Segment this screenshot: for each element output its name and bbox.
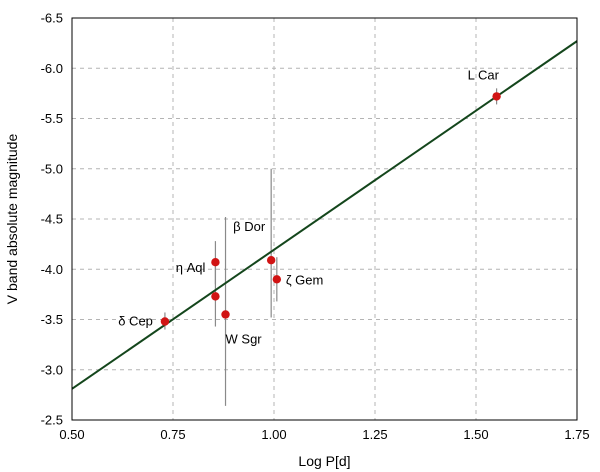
point-label: η Aql [176,260,206,275]
fit-line [71,40,578,390]
data-points [160,92,501,326]
error-bars [164,88,498,406]
data-point [160,317,170,326]
data-point [211,258,220,267]
y-tick-label: -2.5 [41,413,63,428]
x-axis-title: Log P[d] [298,453,350,469]
y-tick-label: -4.5 [41,212,63,227]
y-tick-label: -6.0 [41,61,63,76]
y-tick-label: -5.5 [41,111,63,126]
data-point [221,310,230,319]
x-tick-labels: 0.50 0.75 1.00 1.25 1.50 1.75 [59,427,589,442]
x-tick-label: 1.00 [261,427,286,442]
y-tick-label: -3.5 [41,312,63,327]
y-tick-label: -6.5 [41,11,63,26]
point-label: W Sgr [226,331,263,346]
x-tick-label: 1.75 [564,427,589,442]
plot-frame [71,17,578,421]
y-tick-label: -5.0 [41,161,63,176]
x-tick-label: 1.50 [463,427,488,442]
data-point [211,292,220,301]
x-tick-label: 1.25 [362,427,387,442]
x-tick-label: 0.75 [160,427,185,442]
grid [72,18,577,420]
point-label: L Car [468,67,500,82]
y-tick-label: -3.0 [41,362,63,377]
data-point [272,275,282,284]
data-point [266,256,276,265]
point-label: β Dor [233,219,266,234]
point-label: δ Cep [118,314,153,329]
y-tick-label: -4.0 [41,262,63,277]
y-tick-labels: -6.5 -6.0 -5.5 -5.0 -4.5 -4.0 -3.5 -3.0 -2.5 [41,11,63,428]
fit-line-group [71,40,578,390]
point-labels: δ Cep η Aql W Sgr β Dor ζ Gem L Car [118,67,499,346]
point-label: ζ Gem [286,272,324,287]
data-point [492,92,501,101]
x-tick-label: 0.50 [59,427,84,442]
y-axis-title: V band absolute magnitude [4,134,20,305]
